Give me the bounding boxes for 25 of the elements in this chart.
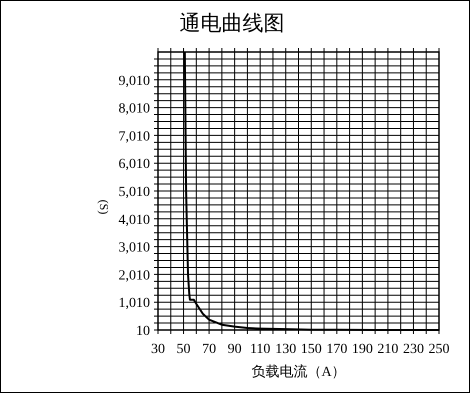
chart-title: 通电曲线图: [180, 11, 284, 35]
y-axis-title: (S): [97, 200, 111, 214]
y-tick-label: 2,010: [118, 268, 150, 284]
x-tick-label: 130: [275, 342, 296, 357]
x-tick-label: 210: [377, 342, 398, 357]
x-tick-label: 190: [352, 342, 373, 357]
x-tick-label: 90: [228, 342, 242, 357]
x-axis-title: 负载电流（A）: [251, 364, 346, 380]
x-tick-label: 50: [176, 342, 191, 357]
y-tick-label: 1,010: [118, 296, 150, 312]
x-tick-label: 250: [428, 342, 450, 357]
y-tick-label: 6,010: [118, 157, 150, 172]
y-tick-label: 8,010: [118, 102, 150, 117]
y-tick-label: 7,010: [118, 129, 150, 144]
x-tick-label: 70: [202, 342, 216, 357]
y-tick-label: 3,010: [118, 240, 150, 256]
y-tick-label: 10: [136, 324, 150, 339]
x-tick-label: 110: [250, 342, 270, 357]
y-tick-label: 4,010: [118, 212, 150, 228]
x-tick-label: 230: [402, 342, 424, 357]
x-tick-label: 150: [300, 342, 322, 357]
x-tick-label: 170: [326, 342, 348, 357]
y-tick-label: 5,010: [118, 185, 150, 200]
y-tick-label: 9,010: [118, 74, 150, 89]
x-tick-label: 30: [151, 342, 165, 357]
